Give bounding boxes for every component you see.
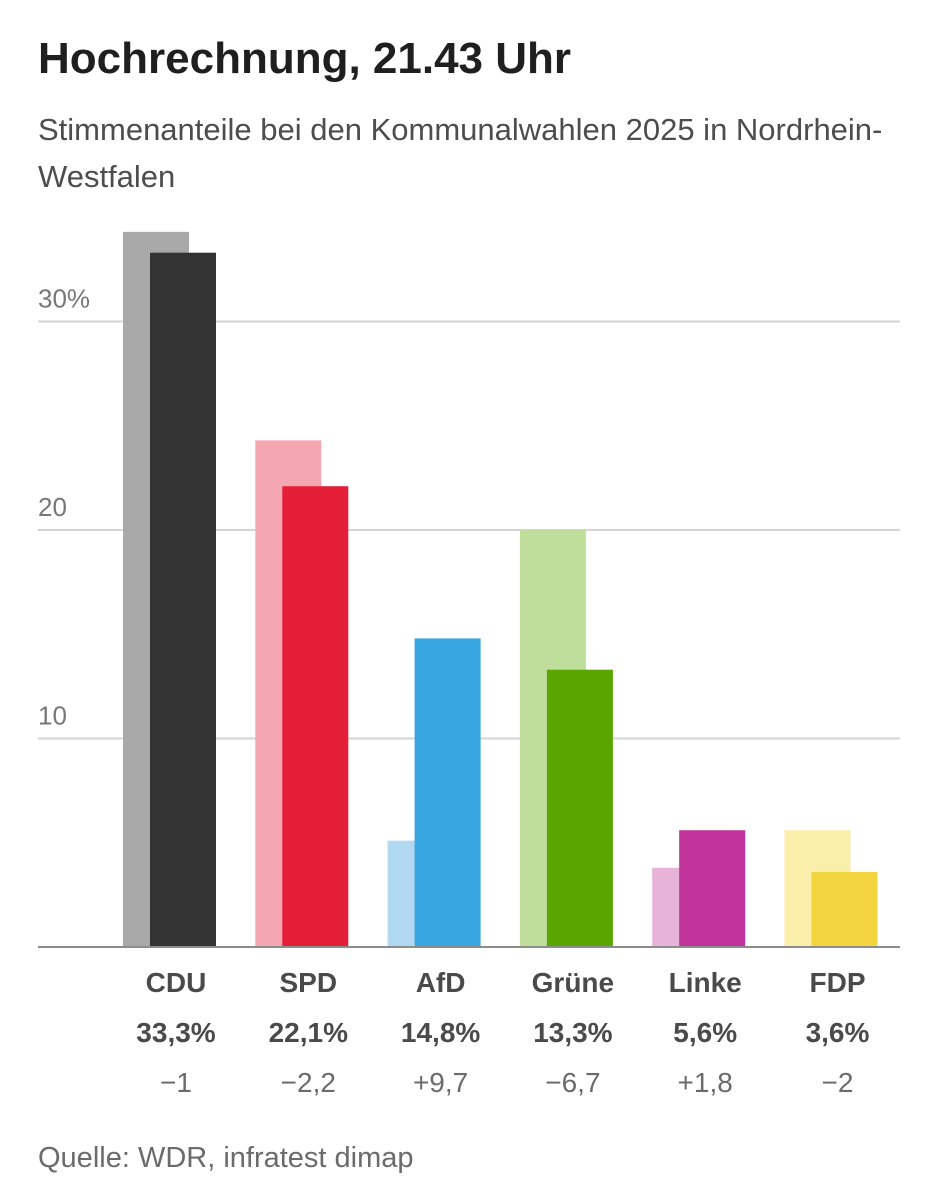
change-label: +9,7 bbox=[413, 1067, 468, 1098]
y-tick-label: 10 bbox=[38, 701, 67, 731]
change-label: +1,8 bbox=[678, 1067, 733, 1098]
bar-current-grüne bbox=[546, 669, 613, 947]
y-tick-label: 30% bbox=[38, 284, 90, 314]
change-label: −6,7 bbox=[545, 1067, 600, 1098]
change-label: −1 bbox=[160, 1067, 192, 1098]
value-label: 14,8% bbox=[401, 1017, 480, 1048]
value-label: 22,1% bbox=[269, 1017, 348, 1048]
category-label: SPD bbox=[280, 967, 338, 998]
bar-current-fdp bbox=[811, 871, 878, 947]
bar-current-afd bbox=[414, 638, 481, 947]
category-label: Linke bbox=[669, 967, 742, 998]
source-note: Quelle: WDR, infratest dimap bbox=[38, 1142, 414, 1174]
bar-chart: 10 20 30% CDU 33,3% −1 SPD 22,1% −2,2 AfD 14,8% +9,… bbox=[38, 231, 900, 1098]
value-label: 3,6% bbox=[806, 1017, 870, 1048]
chart-subtitle: Stimmenanteile bei den Kommunalwahlen 20… bbox=[38, 112, 883, 194]
value-label: 13,3% bbox=[533, 1017, 612, 1048]
chart-title: Hochrechnung, 21.43 Uhr bbox=[38, 34, 572, 83]
change-label: −2,2 bbox=[281, 1067, 336, 1098]
category-label: CDU bbox=[146, 967, 207, 998]
value-label: 5,6% bbox=[673, 1017, 737, 1048]
bar-current-linke bbox=[679, 830, 746, 947]
bar-current-cdu bbox=[150, 252, 216, 947]
bar-current-spd bbox=[282, 486, 349, 947]
category-label: FDP bbox=[810, 967, 866, 998]
value-label: 33,3% bbox=[136, 1017, 215, 1048]
category-label: Grüne bbox=[532, 967, 614, 998]
y-tick-label: 20 bbox=[38, 492, 67, 522]
category-label: AfD bbox=[416, 967, 466, 998]
change-label: −2 bbox=[822, 1067, 854, 1098]
